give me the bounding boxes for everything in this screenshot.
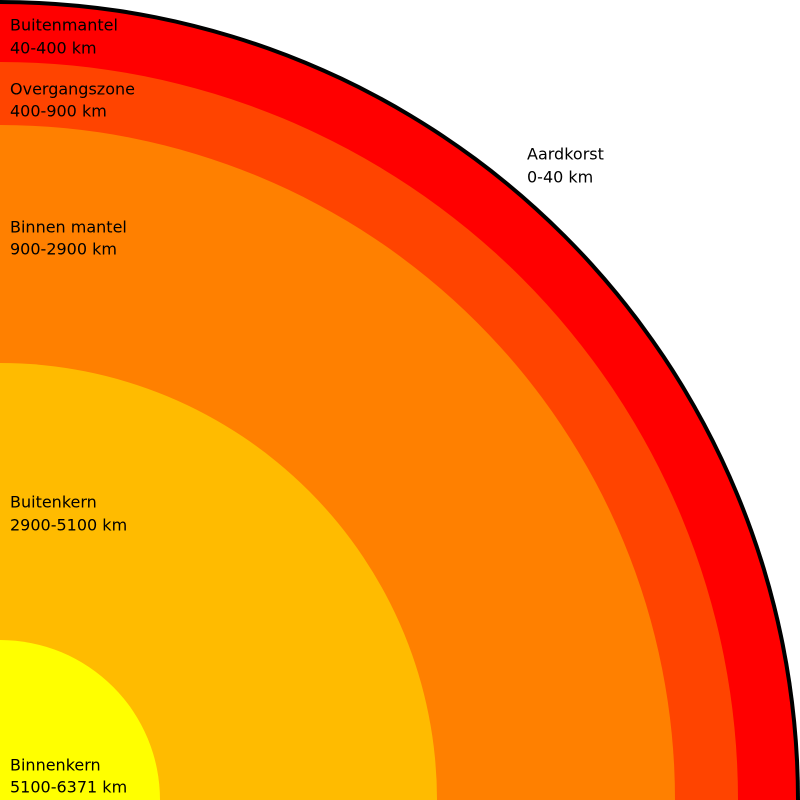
layer-range: 0-40 km bbox=[527, 168, 593, 187]
layer-name: Buitenmantel bbox=[10, 16, 118, 35]
layer-name: Overgangszone bbox=[10, 80, 135, 99]
layer-name: Binnenkern bbox=[10, 756, 101, 775]
layer-range: 2900-5100 km bbox=[10, 516, 127, 535]
layer-name: Aardkorst bbox=[527, 145, 604, 164]
layer-name: Buitenkern bbox=[10, 493, 97, 512]
layer-name: Binnen mantel bbox=[10, 218, 127, 237]
layer-range: 400-900 km bbox=[10, 102, 107, 121]
layer-range: 5100-6371 km bbox=[10, 778, 127, 797]
layer-range: 40-400 km bbox=[10, 39, 97, 58]
layer-range: 900-2900 km bbox=[10, 240, 117, 259]
inner-core-layer bbox=[0, 640, 160, 800]
